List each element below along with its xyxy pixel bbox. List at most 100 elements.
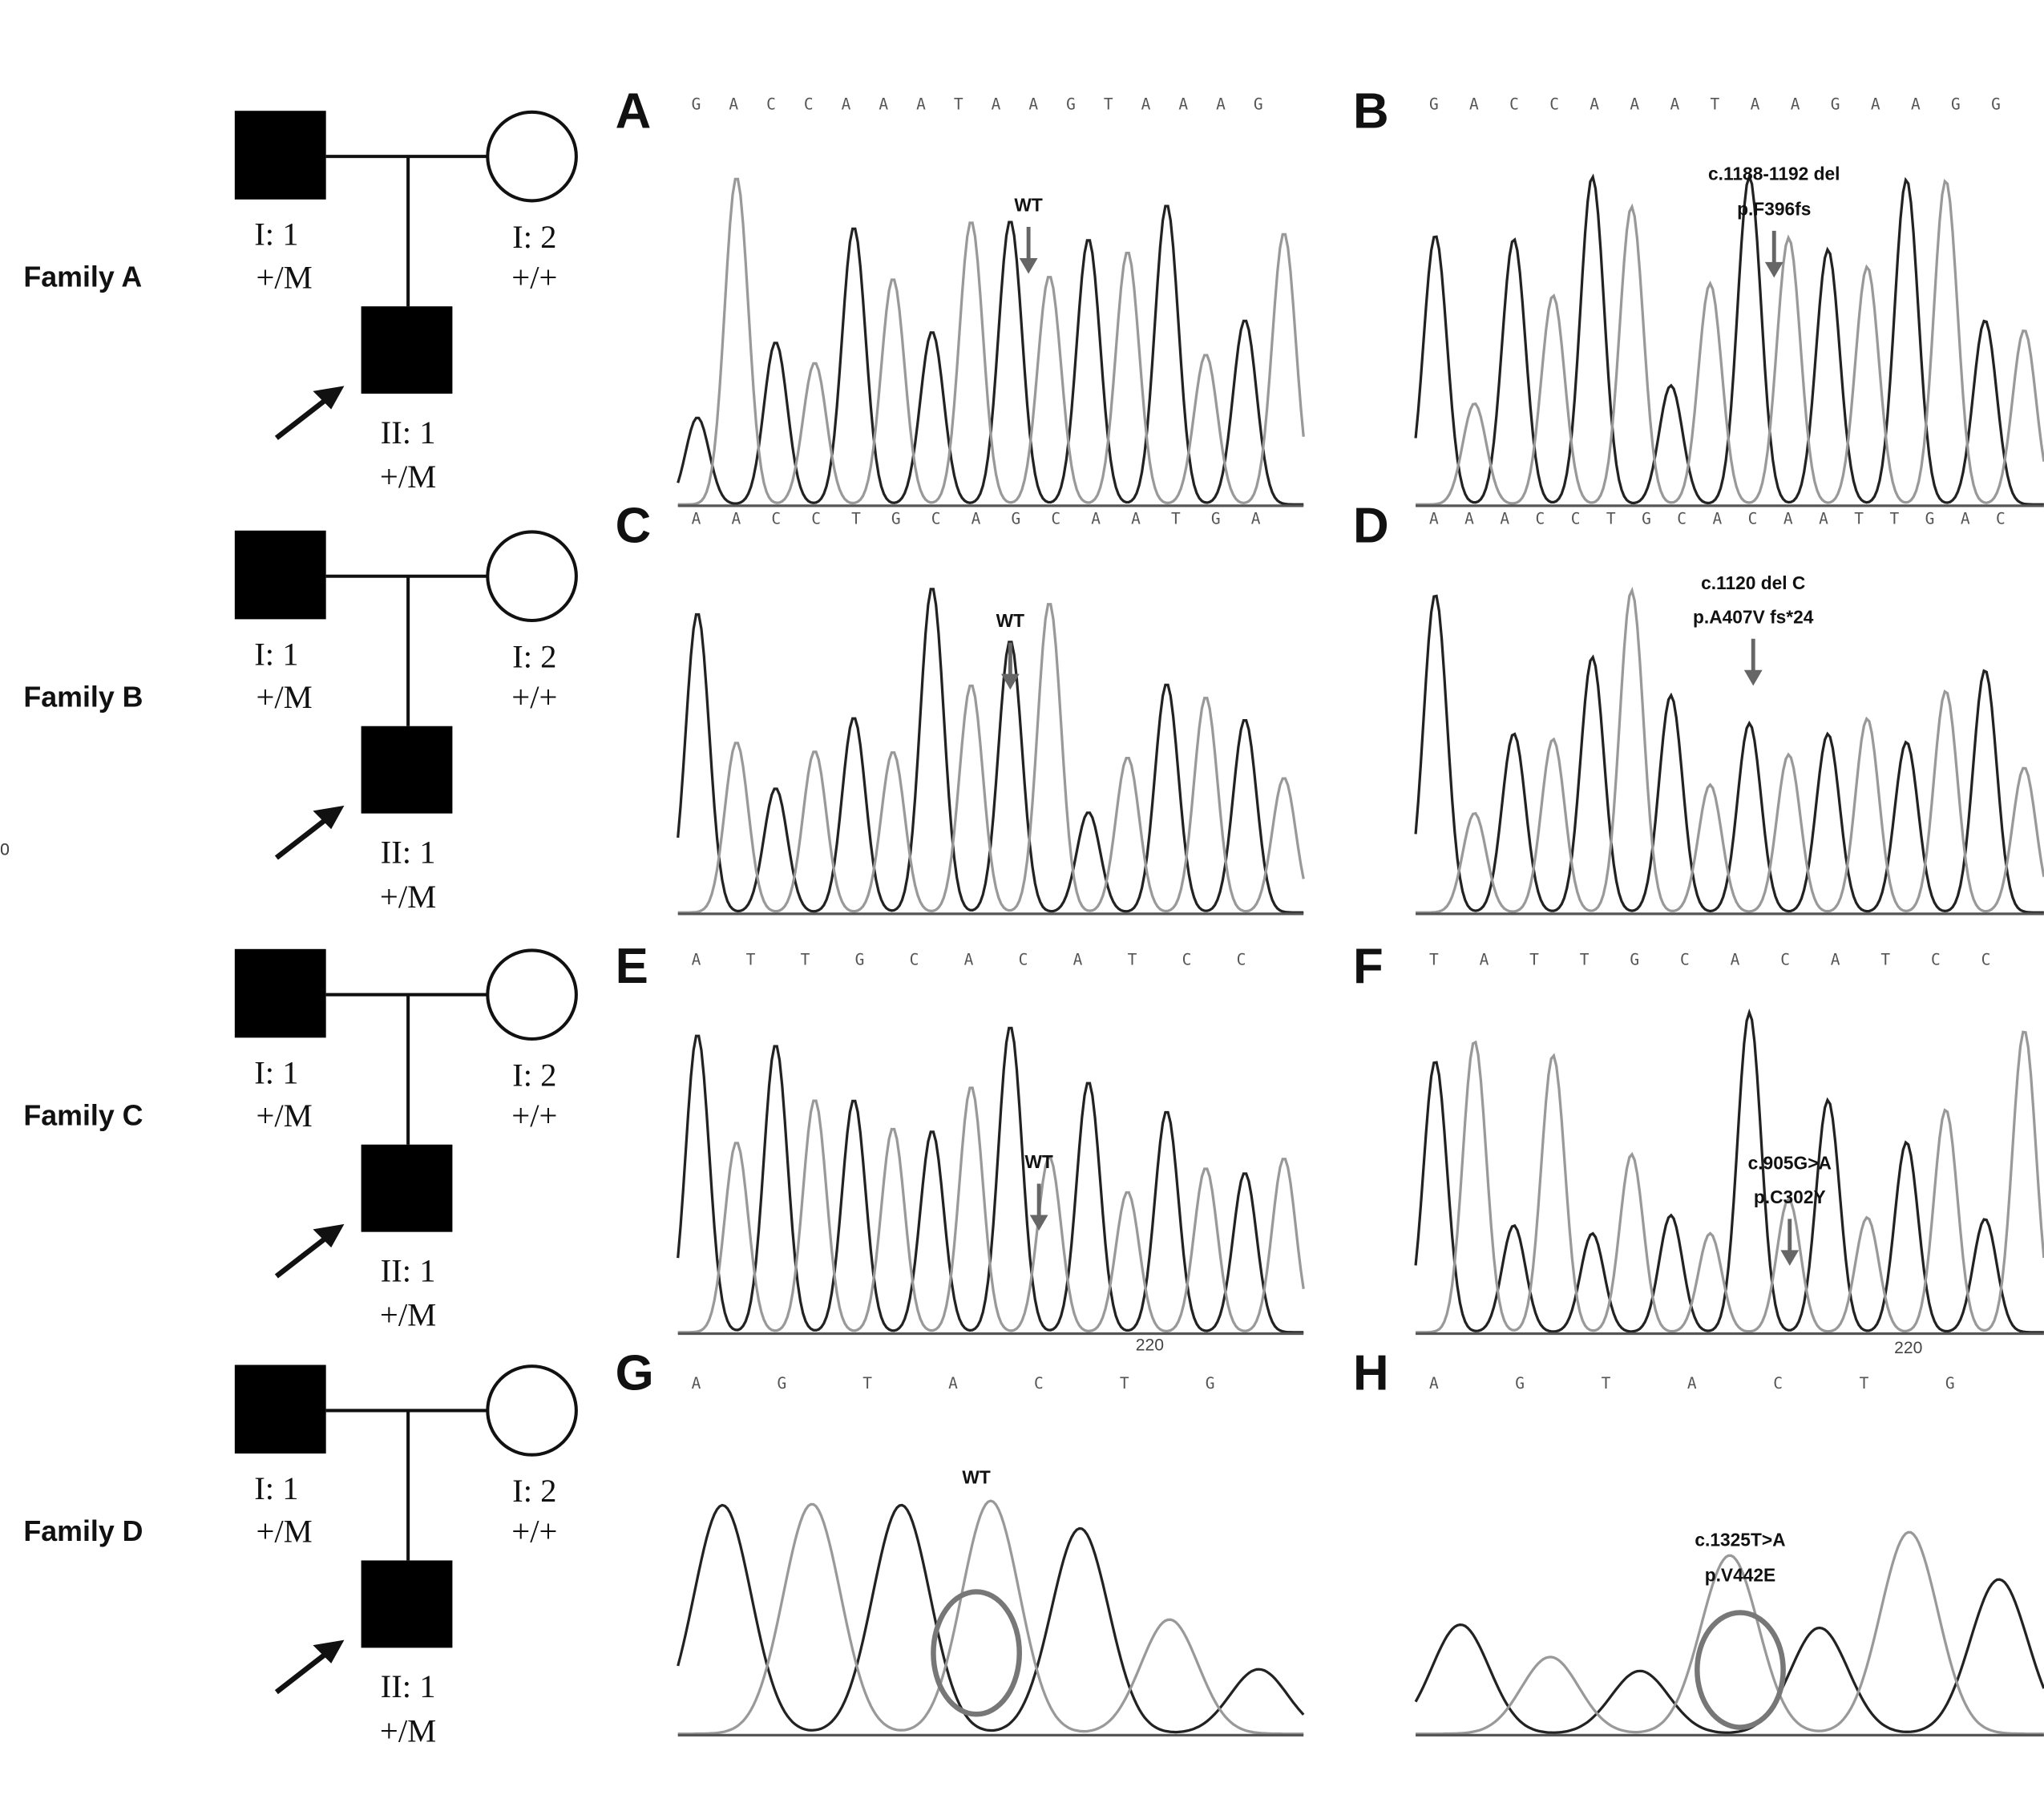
affected-male — [361, 1144, 453, 1232]
base-call: A — [692, 950, 701, 968]
base-call: G — [1515, 1374, 1525, 1393]
annotation: WT — [996, 610, 1024, 631]
base-call: A — [1731, 950, 1740, 968]
base-call: C — [771, 510, 781, 528]
panel-letter: F — [1353, 939, 1384, 994]
member-id: II: 1 — [381, 414, 436, 451]
base-call: A — [1469, 95, 1479, 114]
base-call: T — [1104, 95, 1113, 114]
position-label: 90 — [0, 841, 10, 859]
affected-male — [234, 1364, 326, 1454]
base-call: A — [692, 510, 701, 528]
panel-letter: A — [616, 83, 652, 139]
base-call: A — [731, 510, 741, 528]
arrow-head — [1764, 261, 1783, 278]
member-genotype: +/+ — [511, 1098, 557, 1134]
base-call: G — [1206, 1374, 1215, 1393]
pedigree: Family D I: 1 +/M I: 2 +/+ II: 1 +/M — [23, 1364, 578, 1748]
proband-arrow — [274, 395, 330, 440]
base-call: C — [1931, 950, 1941, 968]
base-call: T — [1711, 95, 1720, 114]
base-call: A — [972, 510, 981, 528]
base-call: G — [1066, 95, 1076, 114]
base-call: G — [1254, 95, 1263, 114]
base-call: T — [1880, 950, 1890, 968]
base-call: A — [1791, 95, 1800, 114]
sequence-panel: D A A A C C T G C A C A A T T G A Cc.1120 del C p.A407V fs… — [1353, 498, 2044, 916]
base-call: A — [1429, 1374, 1439, 1393]
proband-arrow — [274, 1649, 330, 1695]
trace — [1416, 1530, 2044, 1736]
affected-male — [234, 530, 326, 620]
member-genotype: +/M — [256, 1098, 312, 1134]
base-call: A — [1670, 95, 1679, 114]
proband-arrowhead — [313, 1223, 345, 1248]
base-call: C — [1780, 950, 1790, 968]
base-call: A — [948, 1374, 958, 1393]
sequence-panel: E A T T G C A C A T C C 90 WT — [0, 841, 1305, 1336]
trace — [677, 1086, 1305, 1334]
trace — [677, 1499, 1304, 1736]
trace — [1416, 178, 2044, 506]
base-call: A — [1073, 950, 1083, 968]
base-call: C — [1571, 510, 1581, 528]
base-call: G — [692, 95, 701, 114]
trace — [677, 1026, 1304, 1334]
base-call: C — [1996, 510, 2006, 528]
arrow-head — [1000, 673, 1020, 690]
base-call: C — [1981, 950, 1991, 968]
member-genotype: +/M — [380, 1297, 436, 1333]
sequence-panel: B G A C C A A A T A A G A A G Gc.1188-1192 del p.F396fs — [1353, 83, 2044, 507]
base-call: C — [1773, 1374, 1783, 1393]
base-call: A — [1251, 510, 1261, 528]
base-call: T — [954, 95, 963, 114]
base-call: C — [1509, 95, 1519, 114]
annotation: p.F396fs — [1737, 198, 1811, 219]
base-call: C — [1051, 510, 1060, 528]
member-id: I: 2 — [512, 639, 556, 675]
pedigree: Family C I: 1 +/M I: 2 +/+ II: 1 +/M — [23, 948, 578, 1333]
panel-letter: G — [616, 1345, 654, 1401]
base-call: G — [1012, 510, 1021, 528]
sequence-panel: H A G T A C T G 220 c.1325T>A p.V442E — [1353, 1339, 2044, 1736]
base-call: A — [1464, 510, 1474, 528]
base-call: A — [916, 95, 926, 114]
base-call: G — [1211, 510, 1221, 528]
sequence-panel: A G A C C A A A T A A G T A A A G WT — [616, 83, 1305, 507]
base-call: A — [1687, 1374, 1697, 1393]
variant-circle — [1695, 1610, 1786, 1730]
unaffected-female — [486, 530, 578, 623]
proband-arrowhead — [313, 805, 345, 830]
proband-arrowhead — [313, 1639, 345, 1664]
base-call: G — [1642, 510, 1651, 528]
base-call: T — [862, 1374, 872, 1393]
base-call: C — [804, 95, 814, 114]
base-call: A — [1429, 510, 1439, 528]
member-id: I: 2 — [512, 1057, 556, 1094]
base-call: G — [1945, 1374, 1955, 1393]
affected-male — [234, 111, 326, 200]
proband-arrow — [274, 815, 330, 860]
base-call: A — [1178, 95, 1188, 114]
base-call: G — [1429, 95, 1439, 114]
annotation: p.V442E — [1705, 1564, 1776, 1585]
base-call: G — [891, 510, 901, 528]
affected-male — [361, 306, 453, 394]
member-genotype: +/M — [256, 1514, 312, 1550]
base-call: T — [851, 510, 861, 528]
arrow-head — [1780, 1250, 1800, 1266]
annotation: c.1120 del C — [1701, 572, 1805, 593]
base-call: C — [1034, 1374, 1044, 1393]
unaffected-female — [486, 110, 578, 203]
member-id: II: 1 — [381, 1252, 436, 1288]
trace — [1416, 586, 2044, 914]
panel-letter: C — [616, 498, 652, 553]
affected-male — [361, 1560, 453, 1648]
base-call: T — [1171, 510, 1181, 528]
unaffected-female — [486, 1364, 578, 1457]
base-call: A — [1961, 510, 1970, 528]
base-call: A — [1783, 510, 1793, 528]
unaffected-female — [486, 948, 578, 1041]
arrow-head — [1029, 1215, 1048, 1231]
base-call: A — [1712, 510, 1722, 528]
